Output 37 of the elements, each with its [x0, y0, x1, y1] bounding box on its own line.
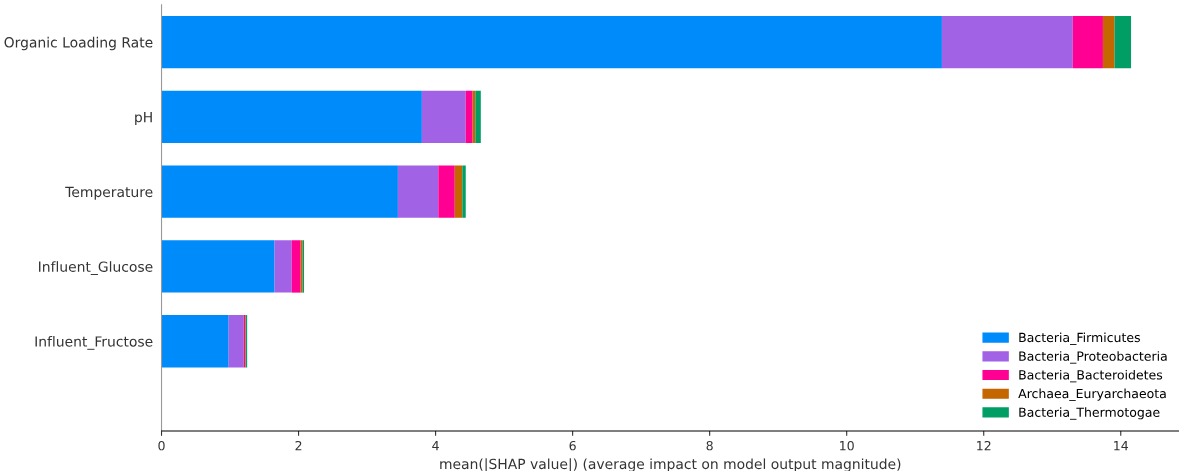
bar [397, 165, 439, 218]
bar [161, 165, 398, 218]
legend-label: Bacteria_Bacteroidetes [1019, 369, 1163, 383]
bar [161, 315, 229, 368]
y-tick-label: Temperature [65, 186, 153, 200]
bar [475, 90, 481, 144]
y-tick-label: pH [135, 112, 152, 126]
y-tick-label: Influent_Glucose [39, 261, 153, 275]
x-tick-label: 2 [295, 440, 302, 451]
legend-label: Bacteria_Thermotogae [1019, 407, 1160, 420]
y-tick-label: Influent_Fructose [35, 335, 153, 350]
legend-label: Bacteria_Proteobacteria [1019, 351, 1167, 364]
bar [1072, 15, 1103, 69]
x-tick-label: 8 [706, 440, 713, 451]
bar [228, 315, 244, 368]
bar [421, 90, 466, 144]
bar [438, 165, 455, 218]
x-tick-label: 10 [840, 440, 854, 451]
legend-label: Archaea_Euryarchaeota [1018, 388, 1166, 402]
bar [161, 240, 275, 293]
x-tick-label: 4 [432, 441, 439, 451]
bar [1114, 15, 1132, 69]
bar [941, 15, 1073, 69]
bar [1102, 15, 1115, 69]
legend-label: Bacteria_Firmicutes [1019, 332, 1140, 345]
bar [462, 165, 466, 218]
x-tick-label: 6 [569, 440, 576, 451]
x-tick-label: 0 [158, 440, 165, 451]
x-tick-label: 14 [1114, 441, 1129, 451]
y-tick-label: Organic Loading Rate [4, 36, 153, 51]
bar [291, 240, 301, 293]
x-tick-label: 12 [977, 440, 991, 451]
bar [465, 90, 473, 144]
bar [161, 90, 422, 144]
bar [274, 240, 292, 293]
bar [454, 165, 463, 218]
bar [161, 15, 942, 69]
